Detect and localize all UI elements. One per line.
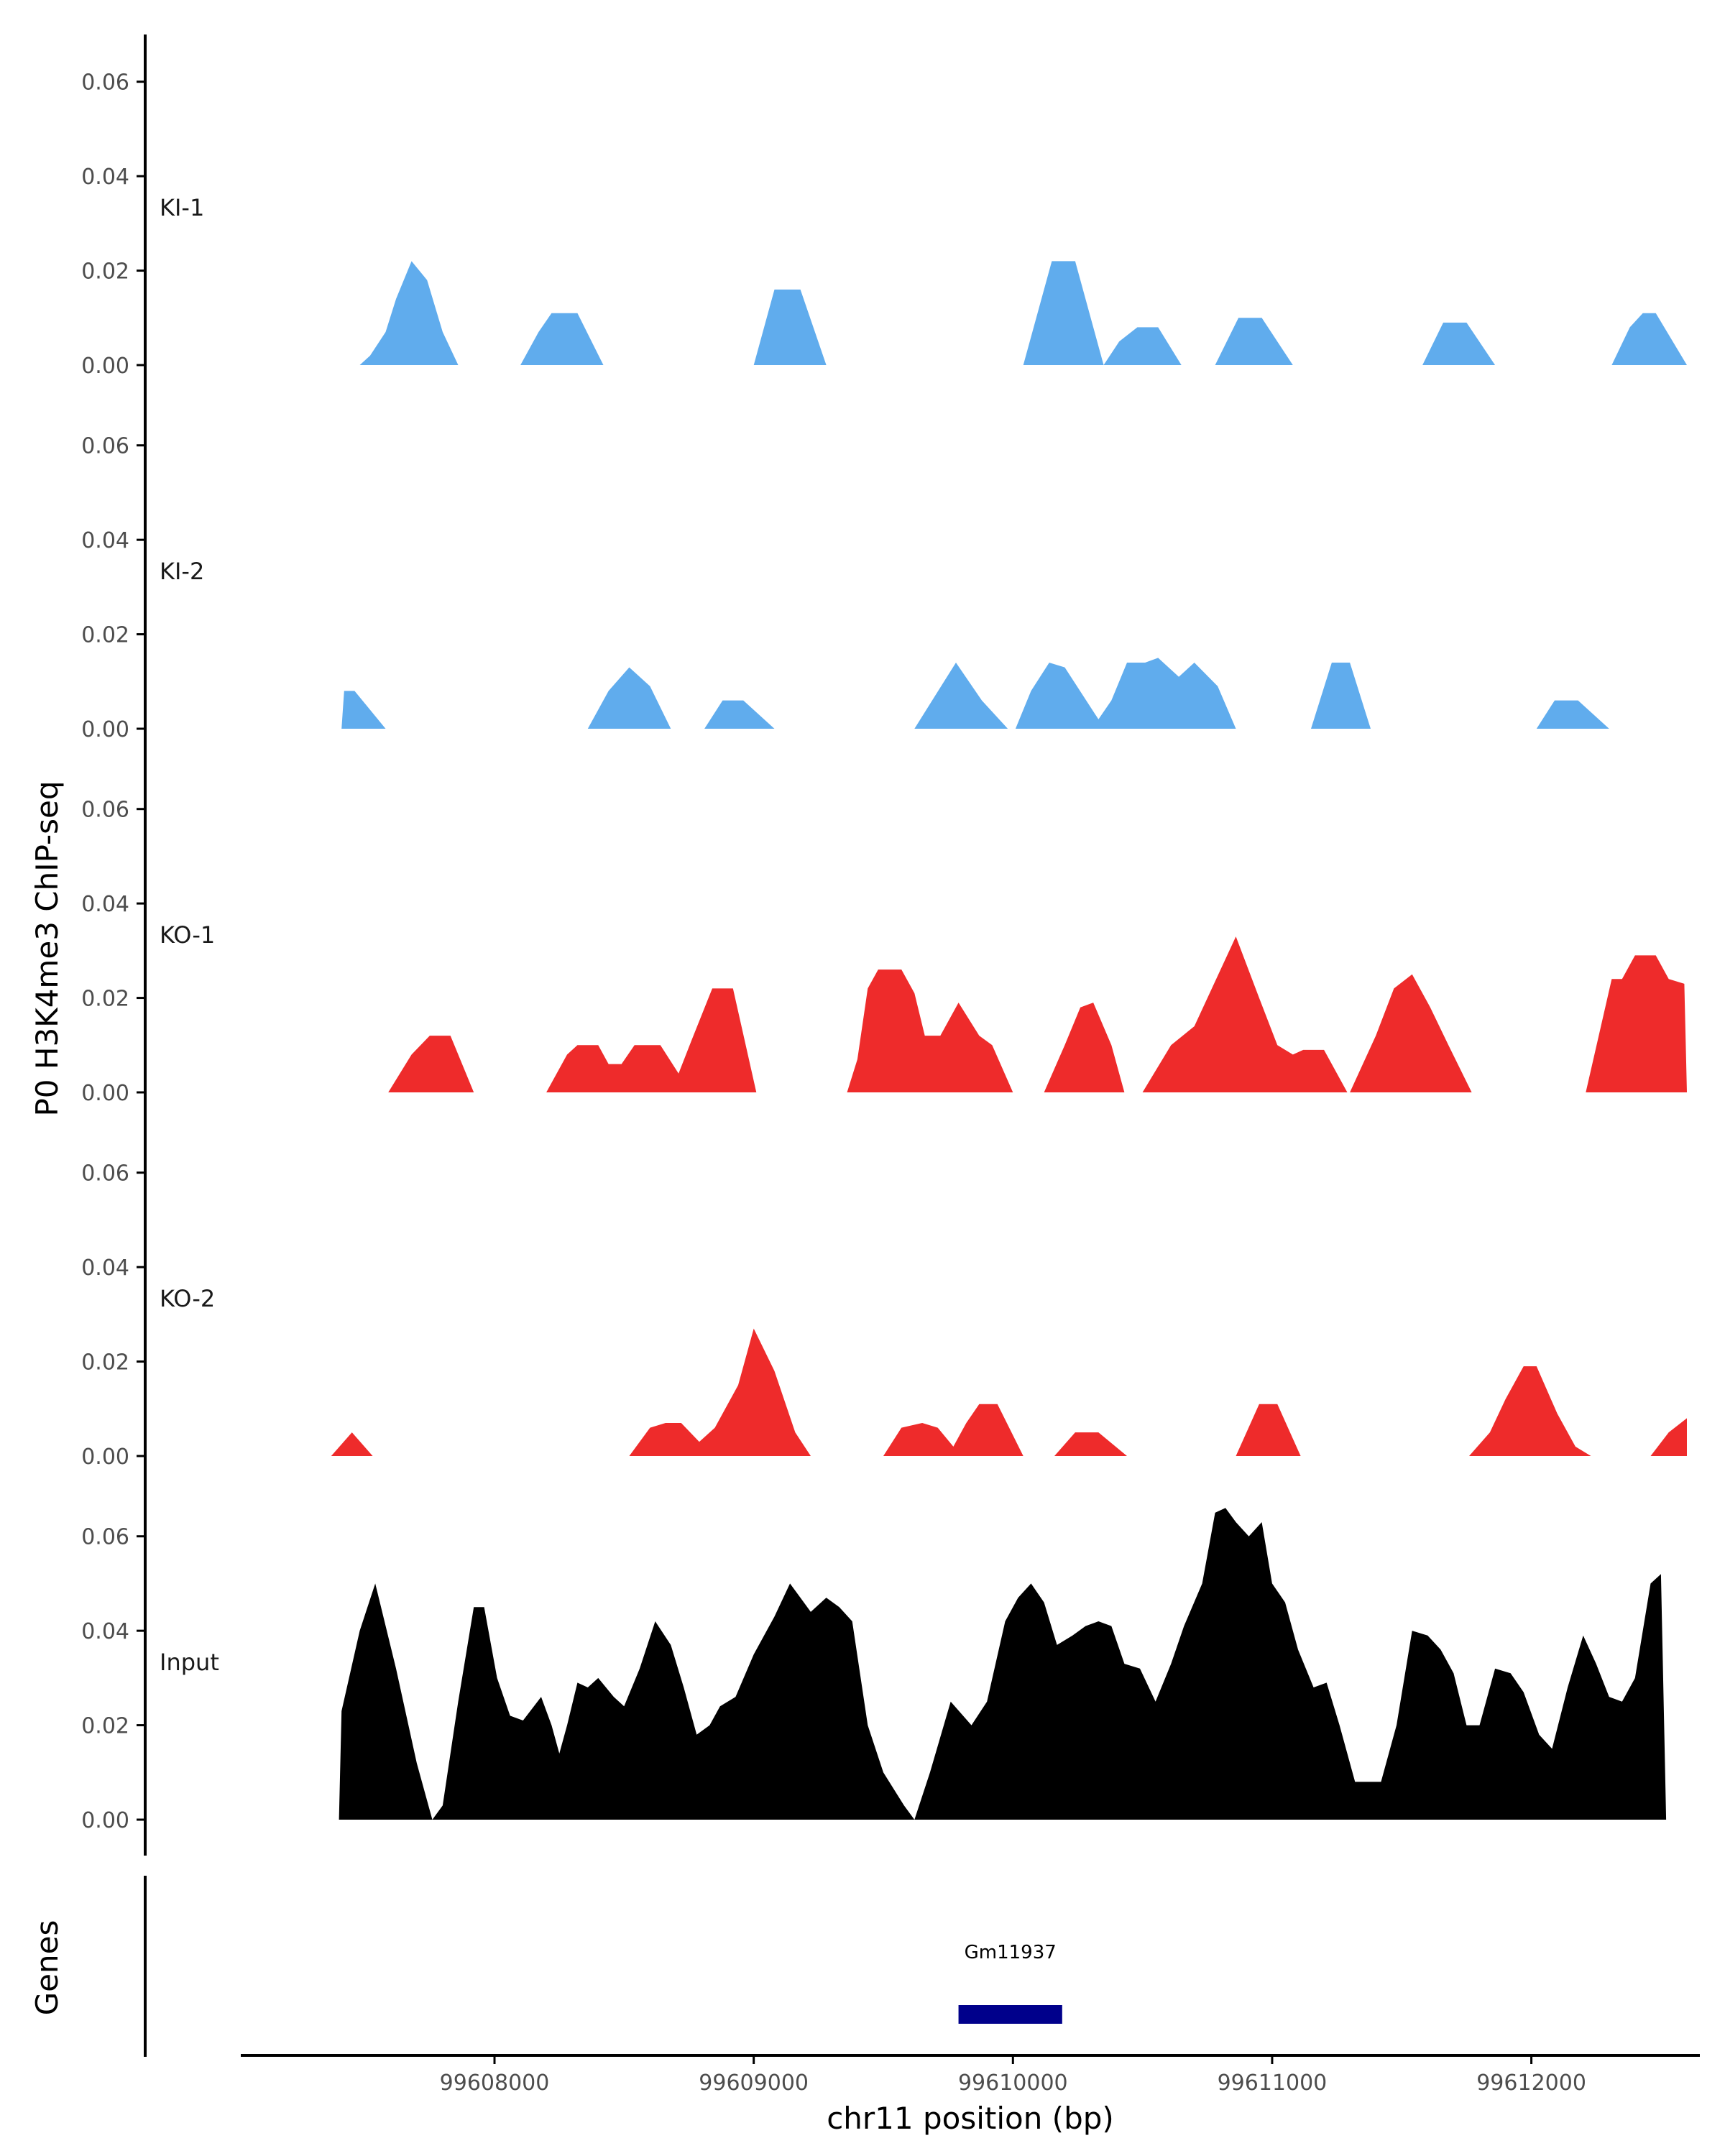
track-ko-2-peak bbox=[1236, 1404, 1301, 1456]
track-ki-1-peak bbox=[1023, 261, 1104, 365]
y-tick-label: 0.06 bbox=[81, 798, 129, 823]
track-ki-1-peak bbox=[1611, 313, 1687, 365]
track-ko-1-peak bbox=[847, 969, 1013, 1092]
track-ko-2-peak bbox=[331, 1432, 373, 1456]
y-tick-label: 0.00 bbox=[81, 1445, 129, 1470]
track-ki-1-peak bbox=[1103, 327, 1182, 365]
track-ko-1-peak bbox=[1586, 955, 1687, 1092]
track-ko-2: 0.00 0.02 0.04 0.06 KO-2 bbox=[81, 1125, 1687, 1492]
y-tick-label: 0.04 bbox=[81, 528, 129, 553]
genes-panel: Gm11937 bbox=[144, 1876, 1062, 2057]
track-ko-1-peak bbox=[546, 988, 757, 1092]
tracks-layer: 0.00 0.02 0.04 0.06 KI-1 0.00 0.02 0.04 0.06 KI-2… bbox=[81, 34, 1687, 1856]
track-input: 0.00 0.02 0.04 0.06 Input bbox=[81, 1489, 1667, 1856]
track-ko-1-peak bbox=[1350, 974, 1472, 1092]
y-tick-label: 0.02 bbox=[81, 1350, 129, 1376]
track-ko-2-peak bbox=[1469, 1366, 1591, 1456]
y-tick-label: 0.04 bbox=[81, 892, 129, 917]
track-input-peak bbox=[339, 1508, 1667, 1820]
track-ki-1-peak bbox=[359, 261, 459, 365]
track-ki-2-peak bbox=[1015, 658, 1236, 729]
track-label-input: Input bbox=[160, 1649, 219, 1676]
y-tick-label: 0.04 bbox=[81, 165, 129, 190]
gene-label: Gm11937 bbox=[965, 1942, 1057, 1963]
x-tick-label: 99610000 bbox=[958, 2070, 1068, 2096]
y-tick-label: 0.06 bbox=[81, 70, 129, 96]
y-tick-label: 0.06 bbox=[81, 1525, 129, 1550]
track-ko-2-peak bbox=[883, 1404, 1024, 1456]
track-ko-2-peak bbox=[1054, 1432, 1127, 1456]
y-tick-label: 0.00 bbox=[81, 717, 129, 742]
track-ki-2-peak bbox=[587, 667, 671, 729]
track-ko-2-peak bbox=[1650, 1418, 1687, 1456]
y-axis-title: P0 H3K4me3 ChIP-seq bbox=[29, 780, 65, 1116]
x-tick-label: 99612000 bbox=[1476, 2070, 1586, 2096]
track-ki-1-peak bbox=[753, 289, 827, 365]
track-ki-1-peak bbox=[520, 313, 604, 365]
track-ki-2-peak bbox=[914, 663, 1008, 729]
track-label-ko-1: KO-1 bbox=[160, 921, 215, 949]
track-ki-2-peak bbox=[704, 700, 775, 729]
track-ko-1-peak bbox=[1044, 1003, 1125, 1092]
y-tick-label: 0.00 bbox=[81, 1081, 129, 1106]
track-ki-1-peak bbox=[1422, 322, 1496, 365]
track-ki-2-peak bbox=[1536, 700, 1609, 729]
y-tick-label: 0.04 bbox=[81, 1256, 129, 1281]
y-tick-label: 0.04 bbox=[81, 1619, 129, 1644]
x-axis-title: chr11 position (bp) bbox=[827, 2101, 1114, 2136]
track-ki-2: 0.00 0.02 0.04 0.06 KI-2 bbox=[81, 398, 1609, 765]
track-label-ko-2: KO-2 bbox=[160, 1285, 215, 1312]
y-tick-label: 0.02 bbox=[81, 987, 129, 1012]
y-tick-label: 0.02 bbox=[81, 623, 129, 648]
x-axis: 99608000 99609000 99610000 99611000 99612000 bbox=[241, 2054, 1700, 2096]
track-ko-1: 0.00 0.02 0.04 0.06 KO-1 bbox=[81, 762, 1687, 1128]
x-tick-label: 99611000 bbox=[1218, 2070, 1328, 2096]
y-tick-label: 0.02 bbox=[81, 259, 129, 285]
y-tick-label: 0.02 bbox=[81, 1714, 129, 1739]
y-tick-label: 0.06 bbox=[81, 434, 129, 459]
track-label-ki-2: KI-2 bbox=[160, 558, 204, 585]
track-ko-2-peak bbox=[629, 1328, 811, 1456]
x-tick-label: 99609000 bbox=[699, 2070, 809, 2096]
track-ki-1: 0.00 0.02 0.04 0.06 KI-1 bbox=[81, 34, 1687, 401]
y-tick-label: 0.00 bbox=[81, 1808, 129, 1833]
y-tick-label: 0.06 bbox=[81, 1161, 129, 1187]
track-ki-2-peak bbox=[341, 691, 386, 729]
track-ki-1-peak bbox=[1215, 318, 1293, 365]
track-label-ki-1: KI-1 bbox=[160, 194, 204, 221]
track-ko-1-peak bbox=[388, 1036, 474, 1092]
x-tick-label: 99608000 bbox=[440, 2070, 550, 2096]
gene-bar bbox=[958, 2005, 1062, 2024]
y-tick-label: 0.00 bbox=[81, 354, 129, 379]
genes-axis-title: Genes bbox=[29, 1920, 65, 2016]
track-ko-1-peak bbox=[1142, 936, 1348, 1092]
track-ki-2-peak bbox=[1311, 663, 1371, 729]
